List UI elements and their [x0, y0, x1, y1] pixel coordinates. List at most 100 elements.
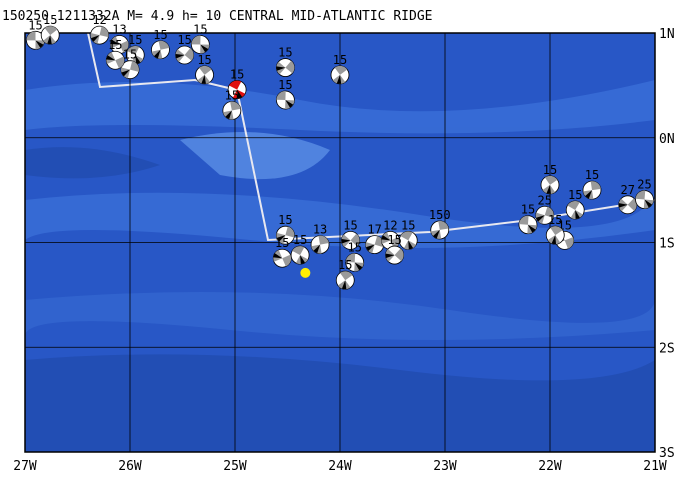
tension-axis: [551, 235, 557, 245]
focal-mechanism: 15: [330, 53, 350, 85]
y-tick-label: 0N: [659, 132, 675, 147]
tension-axis: [106, 55, 116, 61]
y-tick-label: 1S: [659, 237, 675, 252]
compressional-quadrant: [127, 45, 140, 55]
focal-mechanism: 15: [275, 46, 295, 77]
depth-label: 15: [153, 28, 167, 42]
focal-mechanism: 25: [535, 193, 555, 225]
focal-mechanism: 15: [545, 213, 565, 245]
tension-axis: [237, 89, 243, 99]
compressional-quadrant: [350, 233, 360, 247]
depth-label: 15: [293, 233, 307, 247]
compressional-quadrant: [99, 26, 109, 38]
tension-axis: [225, 110, 232, 120]
focal-mechanism: 15: [120, 48, 140, 80]
focal-mechanism: 15: [195, 53, 214, 85]
depth-label: 15: [585, 168, 599, 182]
x-tick-label: 27W: [13, 459, 37, 474]
depth-label: 15: [568, 188, 582, 202]
tension-axis: [527, 224, 536, 233]
tension-axis: [47, 35, 52, 45]
focal-mechanism: 15: [272, 236, 292, 268]
focal-mechanism: 15: [582, 168, 602, 200]
compressional-quadrant: [130, 60, 139, 72]
y-tick-label: 2S: [659, 341, 675, 356]
tension-axis: [575, 210, 580, 220]
ridge-axis: [87, 32, 656, 242]
depth-label: 27: [620, 183, 634, 197]
depth-label: 15: [108, 38, 122, 52]
compressional-quadrant: [518, 215, 529, 225]
tension-axis: [273, 253, 283, 259]
depth-label: 15: [521, 203, 535, 217]
compressional-quadrant: [564, 237, 574, 249]
depth-label: 25: [538, 193, 552, 207]
focal-mechanism: 15: [565, 188, 585, 220]
depth-label: 15: [43, 13, 57, 27]
tension-axis: [381, 235, 391, 241]
depth-label: 15: [28, 18, 42, 32]
focal-mechanism: 15: [290, 233, 310, 265]
compressional-quadrant: [550, 226, 563, 236]
tension-axis: [366, 244, 375, 251]
compressional-quadrant: [158, 40, 170, 50]
compressional-quadrant: [230, 101, 241, 111]
focal-mechanism: 25: [635, 178, 654, 209]
compressional-quadrant: [276, 91, 286, 101]
compressional-quadrant: [345, 253, 356, 263]
focal-mechanism: 17: [365, 223, 385, 254]
depth-label: 15: [230, 68, 244, 82]
focal-mechanism: 15: [275, 213, 295, 245]
focal-mechanism: 15: [335, 258, 355, 290]
tension-axis: [276, 235, 286, 242]
focal-mechanism: 15: [275, 78, 295, 110]
x-tick-label: 24W: [328, 459, 352, 474]
x-tick-label: 23W: [433, 459, 457, 474]
focal-mechanism: 12: [380, 218, 400, 250]
tension-axis: [175, 53, 185, 59]
tension-axis: [300, 255, 306, 265]
depth-label: 15: [347, 240, 361, 254]
compressional-quadrant: [26, 31, 36, 41]
depth-label: 15: [278, 46, 292, 60]
tension-axis: [354, 262, 363, 271]
focal-mechanism: 13: [110, 23, 129, 54]
compressional-quadrant: [285, 226, 295, 238]
tension-axis: [385, 253, 395, 259]
tension-axis: [585, 190, 592, 199]
compressional-quadrant: [292, 246, 305, 256]
focal-mechanism: 12: [90, 13, 109, 45]
tension-axis: [341, 280, 347, 290]
compressional-quadrant: [390, 236, 400, 249]
depth-label: 15: [278, 78, 292, 92]
depth-label: 15: [128, 33, 142, 47]
depth-label: 150: [429, 208, 451, 222]
x-tick-label: 25W: [223, 459, 247, 474]
frame: [24, 32, 656, 453]
depth-label: 15: [387, 233, 401, 247]
focal-mechanism: 13: [310, 223, 330, 254]
depth-label: 15: [548, 213, 562, 227]
compressional-quadrant: [400, 231, 413, 241]
focal-mechanism: 27: [618, 183, 638, 215]
focal-mechanism: 150: [429, 208, 451, 240]
depth-label: 15: [278, 213, 292, 227]
tension-axis: [433, 229, 440, 239]
tension-axis: [35, 40, 44, 48]
tension-axis: [110, 39, 120, 45]
tension-axis: [135, 54, 141, 64]
depth-label: 12: [383, 218, 397, 232]
depth-label: 15: [193, 23, 207, 37]
depth-label: 15: [543, 163, 557, 177]
depth-label: 15: [338, 258, 352, 272]
focal-mechanism: 15: [518, 203, 538, 235]
depth-label: 15: [197, 53, 211, 67]
tension-axis: [313, 244, 321, 254]
depth-label: 15: [177, 33, 191, 47]
tension-axis: [618, 203, 628, 208]
compressional-quadrant: [340, 271, 353, 281]
tension-axis: [644, 199, 653, 208]
tension-axis: [546, 184, 551, 194]
